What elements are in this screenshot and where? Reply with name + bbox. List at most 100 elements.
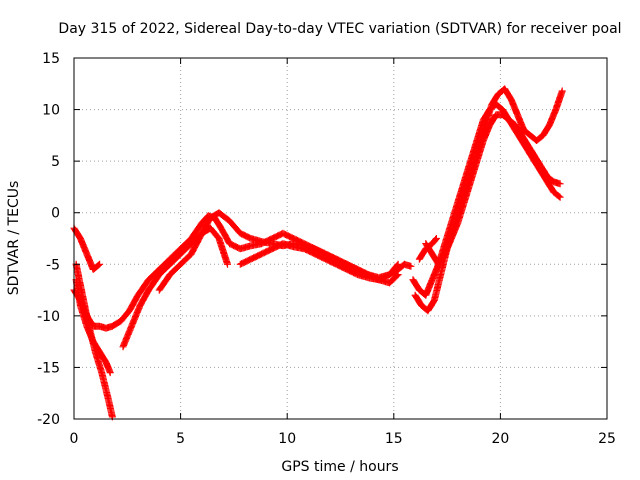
series-track-10 — [422, 111, 564, 268]
data-point — [199, 214, 214, 236]
y-tick-label: -10 — [37, 309, 60, 325]
data-point — [92, 349, 106, 377]
data-point — [178, 235, 195, 252]
data-point — [83, 324, 97, 346]
data-point — [146, 265, 163, 283]
data-point — [442, 235, 455, 257]
data-point — [500, 112, 513, 124]
data-point — [128, 302, 144, 329]
y-tick-label: 0 — [51, 206, 60, 222]
data-point — [334, 261, 351, 273]
data-point — [493, 111, 506, 119]
data-point — [126, 291, 142, 313]
y-tick-label: 10 — [42, 103, 60, 119]
data-point — [312, 251, 330, 263]
x-tick-label: 15 — [385, 431, 403, 447]
y-tick-label: 15 — [42, 51, 60, 67]
data-point — [178, 250, 195, 267]
data-point — [514, 112, 528, 134]
data-point — [431, 271, 445, 303]
data-point — [156, 255, 174, 272]
data-point — [103, 360, 114, 377]
data-point — [376, 271, 393, 283]
data-point — [473, 116, 487, 143]
data-point — [521, 127, 534, 139]
data-point — [72, 277, 84, 309]
data-point — [216, 210, 234, 225]
data-point — [467, 157, 481, 184]
axis-ticks: 0 5 10 15 20 25 -20 -15 -10 -5 0 5 10 15 — [37, 51, 616, 447]
data-point — [387, 271, 402, 286]
x-tick-label: 5 — [176, 431, 185, 447]
data-point — [344, 261, 362, 273]
data-point — [227, 218, 244, 237]
y-tick-label: 5 — [51, 154, 60, 170]
data-point — [145, 271, 163, 293]
data-point — [546, 106, 560, 128]
y-tick-label: -20 — [37, 412, 60, 428]
x-tick-label: 10 — [278, 431, 296, 447]
data-point — [291, 243, 308, 253]
data-point — [467, 137, 481, 164]
data-point — [518, 133, 532, 150]
series-track-11 — [415, 235, 440, 263]
data-point — [188, 229, 206, 257]
data-point — [156, 271, 174, 293]
data-point — [448, 219, 462, 241]
data-point — [412, 292, 425, 309]
data-point — [538, 163, 551, 181]
y-tick-label: -5 — [46, 257, 60, 273]
data-point — [248, 250, 266, 262]
data-point — [454, 198, 468, 226]
data-point — [167, 260, 185, 278]
data-point — [323, 251, 340, 263]
data-point — [90, 339, 104, 356]
data-point — [178, 240, 195, 257]
data-point — [480, 121, 494, 143]
data-point — [508, 97, 521, 119]
series-track-4 — [70, 224, 104, 273]
data-point — [551, 178, 564, 188]
x-tick-label: 25 — [598, 431, 616, 447]
data-point — [90, 260, 104, 273]
y-tick-label: -15 — [37, 360, 60, 376]
data-point — [167, 245, 185, 262]
data-point — [410, 277, 423, 294]
data-point — [461, 157, 475, 184]
chart-title: Day 315 of 2022, Sidereal Day-to-day VTE… — [58, 21, 621, 37]
data-point — [473, 137, 487, 164]
plot-frame — [73, 57, 608, 420]
x-tick-label: 0 — [70, 431, 79, 447]
data-point — [188, 219, 206, 241]
data-point — [156, 260, 174, 278]
data-point — [387, 265, 402, 278]
data-point — [552, 87, 566, 112]
data-point — [167, 250, 185, 267]
data-point — [448, 198, 462, 226]
data-point — [103, 322, 116, 332]
x-tick-label: 20 — [491, 431, 509, 447]
data-point — [218, 226, 234, 248]
series-track-7 — [236, 240, 415, 284]
data-point — [525, 143, 538, 160]
data-point — [423, 240, 436, 252]
data-point — [461, 178, 475, 205]
data-point — [104, 396, 116, 421]
data-point — [120, 322, 136, 349]
x-axis-label: GPS time / hours — [281, 459, 398, 475]
data-point — [454, 178, 468, 205]
data-point — [110, 317, 125, 329]
data-point — [531, 153, 545, 170]
data-point — [137, 286, 153, 308]
data-point — [551, 189, 564, 201]
data-point — [416, 245, 430, 262]
data-point — [534, 131, 547, 144]
data-point — [482, 100, 496, 128]
data-point — [211, 215, 225, 232]
data-point — [489, 90, 502, 107]
data-point — [135, 276, 153, 298]
data-point — [402, 261, 415, 270]
series-track-5 — [119, 224, 231, 351]
data-point — [77, 303, 91, 330]
